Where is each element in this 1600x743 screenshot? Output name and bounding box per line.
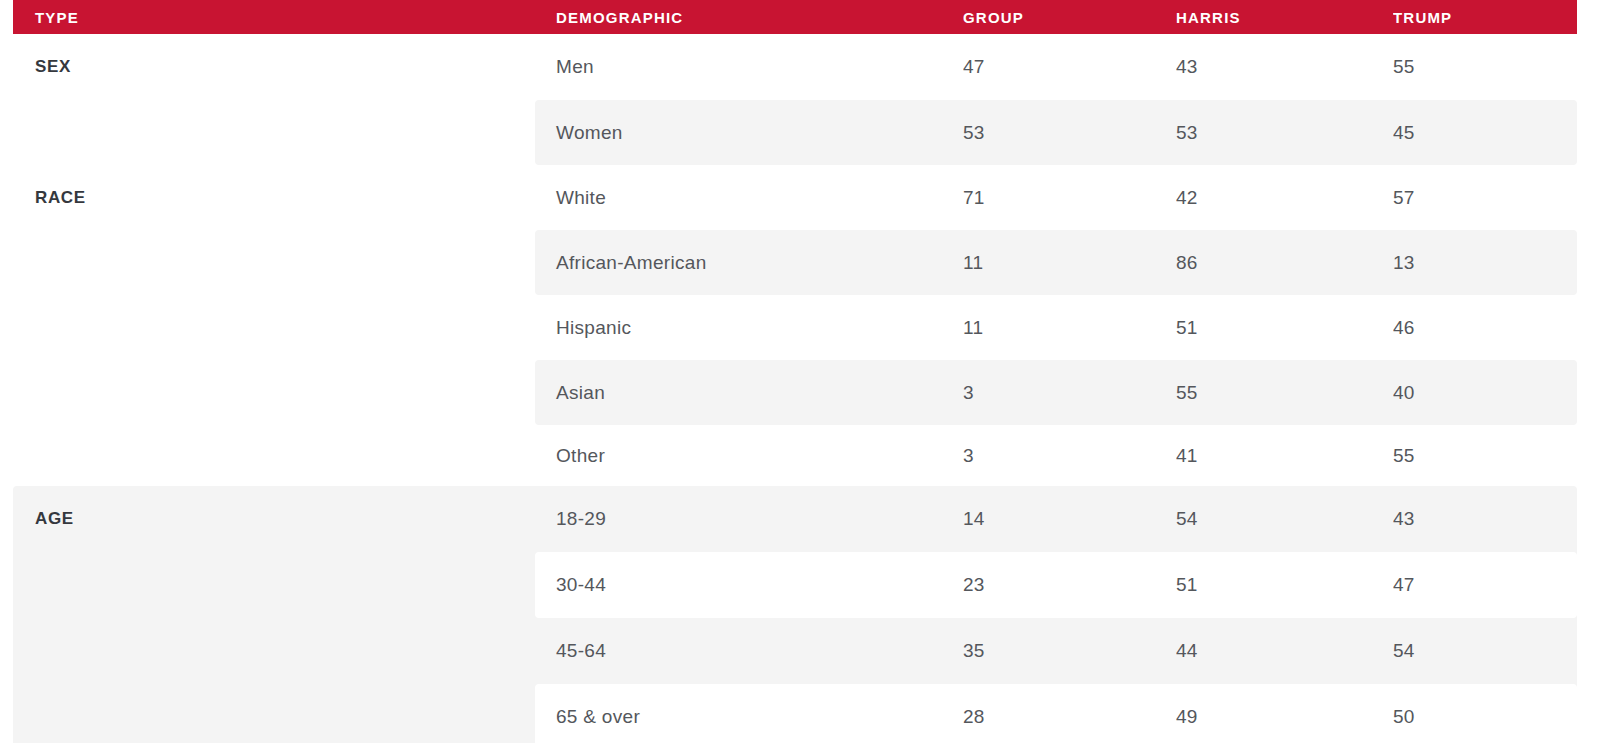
cell-group: 53 <box>963 122 1176 144</box>
header-cell-type: TYPE <box>13 9 535 26</box>
header-cell-demographic: DEMOGRAPHIC <box>535 9 963 26</box>
cell-group: 3 <box>963 445 1176 467</box>
type-column: RACE <box>13 165 535 486</box>
cell-harris: 44 <box>1176 640 1393 662</box>
type-label: AGE <box>13 486 535 552</box>
cell-group: 71 <box>963 187 1176 209</box>
table-row: Hispanic115146 <box>535 295 1577 360</box>
cell-group: 14 <box>963 508 1176 530</box>
cell-demographic: 65 & over <box>535 706 963 728</box>
cell-harris: 51 <box>1176 574 1393 596</box>
table-row: 30-44235147 <box>535 552 1577 618</box>
cell-group: 47 <box>963 56 1176 78</box>
cell-harris: 53 <box>1176 122 1393 144</box>
cell-demographic: 18-29 <box>535 508 963 530</box>
header-cell-harris: HARRIS <box>1176 9 1393 26</box>
table-section-age: AGE18-2914544330-4423514745-6435445465 &… <box>13 486 1577 743</box>
table-section-sex: SEXMen474355Women535345 <box>13 34 1577 165</box>
cell-trump: 50 <box>1393 706 1577 728</box>
cell-demographic: Asian <box>535 382 963 404</box>
cell-harris: 54 <box>1176 508 1393 530</box>
cell-harris: 55 <box>1176 382 1393 404</box>
cell-trump: 46 <box>1393 317 1577 339</box>
cell-group: 3 <box>963 382 1176 404</box>
section-rows: White714257African-American118613Hispani… <box>535 165 1577 486</box>
table-row: Women535345 <box>535 100 1577 165</box>
table-section-race: RACEWhite714257African-American118613His… <box>13 165 1577 486</box>
type-column: SEX <box>13 34 535 165</box>
cell-trump: 57 <box>1393 187 1577 209</box>
table-row: White714257 <box>535 165 1577 230</box>
cell-demographic: 45-64 <box>535 640 963 662</box>
type-label: SEX <box>13 34 535 100</box>
section-rows: Men474355Women535345 <box>535 34 1577 165</box>
cell-trump: 55 <box>1393 56 1577 78</box>
cell-harris: 41 <box>1176 445 1393 467</box>
cell-trump: 40 <box>1393 382 1577 404</box>
cell-demographic: 30-44 <box>535 574 963 596</box>
type-label: RACE <box>13 165 535 231</box>
table-row: African-American118613 <box>535 230 1577 295</box>
cell-trump: 43 <box>1393 508 1577 530</box>
demographics-table: TYPE DEMOGRAPHIC GROUP HARRIS TRUMP SEXM… <box>13 0 1577 743</box>
table-row: Other34155 <box>535 425 1577 486</box>
table-row: 65 & over284950 <box>535 684 1577 743</box>
cell-demographic: Other <box>535 445 963 467</box>
cell-trump: 45 <box>1393 122 1577 144</box>
table-row: Men474355 <box>535 34 1577 100</box>
cell-group: 11 <box>963 252 1176 274</box>
table-row: 45-64354454 <box>535 618 1577 684</box>
table-body: SEXMen474355Women535345RACEWhite714257Af… <box>13 34 1577 743</box>
table-row: 18-29145443 <box>535 486 1577 552</box>
cell-trump: 55 <box>1393 445 1577 467</box>
cell-trump: 47 <box>1393 574 1577 596</box>
cell-harris: 51 <box>1176 317 1393 339</box>
type-column: AGE <box>13 486 535 743</box>
cell-harris: 86 <box>1176 252 1393 274</box>
cell-harris: 43 <box>1176 56 1393 78</box>
header-cell-group: GROUP <box>963 9 1176 26</box>
cell-group: 35 <box>963 640 1176 662</box>
section-rows: 18-2914544330-4423514745-6435445465 & ov… <box>535 486 1577 743</box>
cell-demographic: Hispanic <box>535 317 963 339</box>
table-row: Asian35540 <box>535 360 1577 425</box>
cell-harris: 49 <box>1176 706 1393 728</box>
cell-group: 28 <box>963 706 1176 728</box>
table-header-row: TYPE DEMOGRAPHIC GROUP HARRIS TRUMP <box>13 0 1577 34</box>
cell-harris: 42 <box>1176 187 1393 209</box>
cell-group: 11 <box>963 317 1176 339</box>
cell-group: 23 <box>963 574 1176 596</box>
header-cell-trump: TRUMP <box>1393 9 1577 26</box>
cell-demographic: Women <box>535 122 963 144</box>
cell-demographic: African-American <box>535 252 963 274</box>
cell-trump: 54 <box>1393 640 1577 662</box>
cell-demographic: White <box>535 187 963 209</box>
cell-demographic: Men <box>535 56 963 78</box>
cell-trump: 13 <box>1393 252 1577 274</box>
